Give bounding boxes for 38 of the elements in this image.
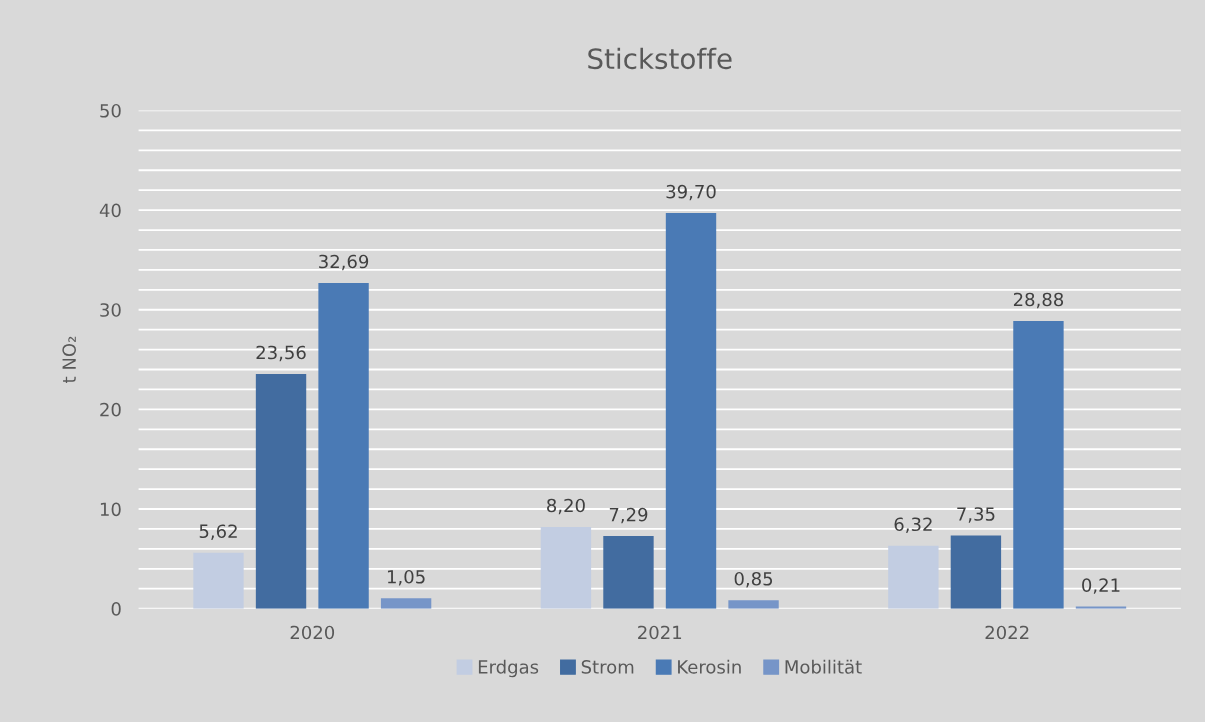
data-label: 39,70: [666, 184, 716, 201]
x-tick-label: 2021: [638, 625, 682, 640]
data-label: 0,21: [1082, 578, 1120, 594]
data-label: 8,20: [547, 498, 585, 515]
bar: [255, 373, 307, 609]
legend-label: Erdgas: [478, 659, 539, 678]
data-label: 23,56: [256, 345, 306, 362]
bar: [728, 600, 779, 609]
x-tick-label: 2020: [290, 625, 335, 640]
x-tick-label: 2022: [985, 625, 1029, 640]
bar: [193, 552, 244, 609]
y-tick-label: 0: [111, 602, 121, 616]
y-tick-label: 10: [100, 502, 121, 517]
bar: [318, 282, 369, 609]
legend-label: Strom: [581, 660, 634, 674]
data-label: 6,32: [894, 517, 932, 533]
bar: [950, 535, 1002, 609]
chart-title: Stickstoffe: [588, 47, 732, 70]
bar: [888, 545, 939, 609]
bar: [603, 536, 654, 609]
data-label: 28,88: [1013, 292, 1064, 309]
legend-label: Mobilität: [785, 659, 862, 674]
y-axis-title: t NO₂: [62, 336, 76, 383]
data-label: 0,85: [734, 571, 773, 588]
bar: [540, 526, 592, 609]
y-tick-label: 30: [100, 303, 121, 317]
y-tick-label: 50: [100, 103, 121, 118]
bar: [665, 213, 717, 609]
data-label: 1,05: [387, 569, 425, 586]
data-label: 7,29: [609, 507, 648, 524]
data-label: 5,62: [199, 524, 237, 540]
legend-label: Kerosin: [678, 659, 741, 674]
y-tick-label: 40: [99, 203, 121, 218]
data-label: 32,69: [319, 254, 369, 271]
data-label: 7,35: [957, 507, 995, 523]
bar: [380, 598, 432, 609]
y-tick-label: 20: [100, 402, 121, 417]
bar: [1013, 320, 1064, 609]
